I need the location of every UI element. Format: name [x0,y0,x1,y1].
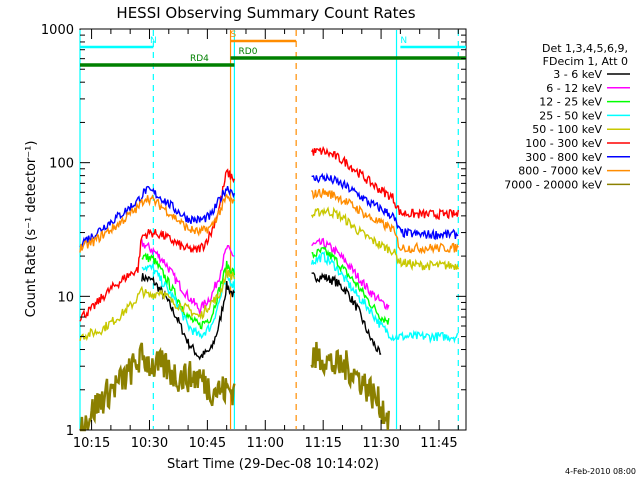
y-tick-label-2: 100 [49,157,74,172]
series-8 [79,341,390,432]
series-0 [141,272,382,361]
series-0-segment-1 [311,272,382,355]
series-0-segment-0 [141,273,235,361]
series-lines [79,145,459,432]
legend-header-line-0: Det 1,3,4,5,6,9, [542,42,628,55]
series-6 [79,172,459,249]
flag-label-n-1: N [400,36,407,46]
legend-header-line-1: FDecim 1, Att 0 [543,55,628,68]
chart-title: HESSI Observing Summary Count Rates [116,4,415,22]
series-5 [79,145,459,322]
y-tick-label-0: 1 [66,424,74,439]
legend-label-7: 800 - 7000 keV [518,165,602,178]
series-4-segment-1 [310,206,459,272]
x-tick-label-1: 10:30 [131,436,168,451]
series-8-segment-0 [79,342,236,432]
axes: 1 10 100 1000 10:15 10:30 10:45 11:00 11:15 11:30… [41,23,466,451]
series-1 [141,237,390,316]
x-tick-label-5: 11:30 [362,436,399,451]
series-3-segment-0 [141,263,236,340]
legend-label-5: 100 - 300 keV [525,137,602,150]
series-4-segment-0 [79,268,236,342]
series-1-segment-1 [311,237,390,311]
series-1-segment-0 [141,239,235,316]
x-tick-label-0: 10:15 [73,436,110,451]
legend-label-6: 300 - 800 keV [525,151,602,164]
x-tick-label-6: 11:45 [420,436,457,451]
legend-label-1: 6 - 12 keV [546,82,602,95]
legend-label-8: 7000 - 20000 keV [504,178,602,191]
y-tick-label-3: 1000 [41,23,74,38]
x-tick-label-2: 10:45 [189,436,226,451]
x-tick-label-4: 11:15 [304,436,341,451]
series-5-segment-0 [79,168,236,322]
series-2-segment-0 [141,252,236,330]
legend-label-2: 12 - 25 keV [539,96,602,109]
series-3 [141,250,459,344]
series-3-segment-1 [310,250,459,344]
series-2-segment-1 [311,246,390,325]
series-5-segment-1 [311,145,459,221]
flag-label-n-0: N [150,36,157,46]
series-2 [141,246,390,330]
series-7 [79,188,459,255]
footer-timestamp: 4-Feb-2010 08:00 [565,467,636,476]
series-7-segment-1 [311,188,459,255]
legend: Det 1,3,4,5,6,9,FDecim 1, Att 03 - 6 keV… [504,42,630,191]
flag-label-s-2: S [231,30,237,40]
flag-label-rd0-3: RD0 [239,47,258,57]
legend-label-0: 3 - 6 keV [553,68,602,81]
legend-label-4: 50 - 100 keV [532,123,602,136]
series-6-segment-1 [311,172,459,241]
y-axis-label: Count Rate (s⁻¹ detector⁻¹) [24,141,39,318]
legend-label-3: 25 - 50 keV [539,109,602,122]
flag-label-rd4-4: RD4 [190,54,209,64]
series-7-segment-0 [79,193,235,253]
series-4 [79,206,459,342]
x-axis-label: Start Time (29-Dec-08 10:14:02) [167,457,379,472]
y-tick-label-1: 10 [57,290,74,305]
series-8-segment-1 [310,341,390,431]
x-tick-label-3: 11:00 [247,436,284,451]
series-6-segment-0 [79,185,236,249]
